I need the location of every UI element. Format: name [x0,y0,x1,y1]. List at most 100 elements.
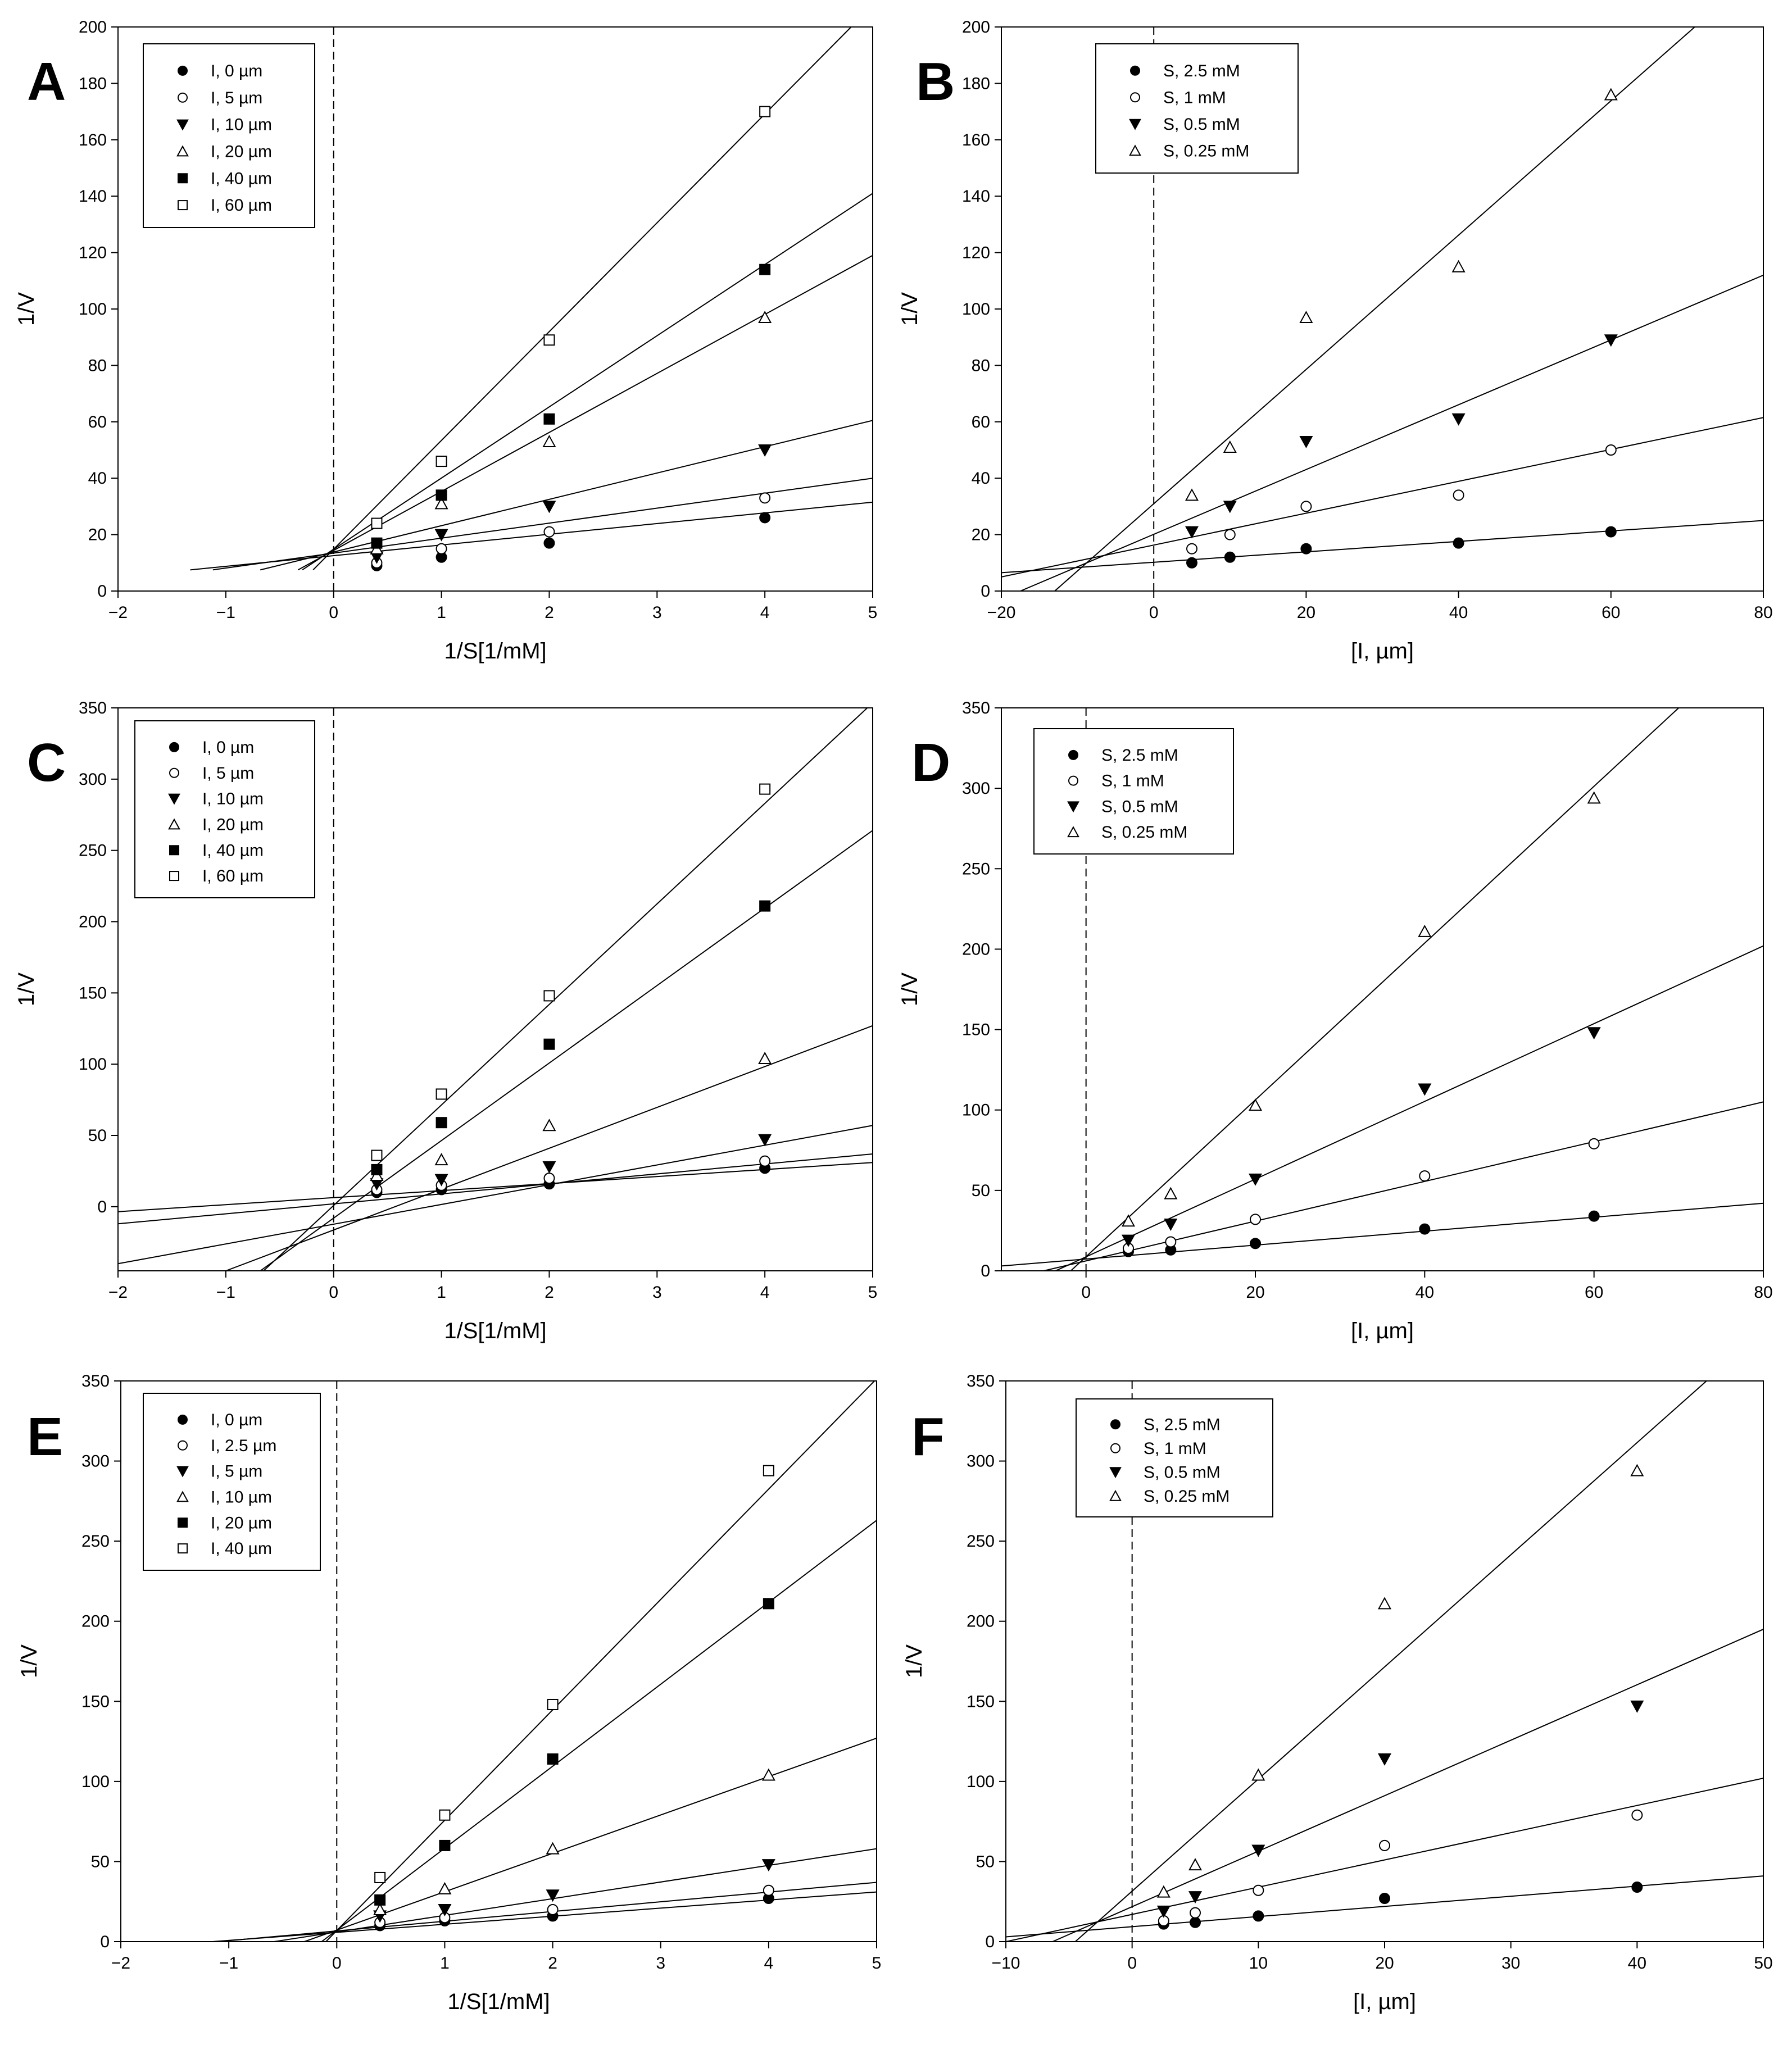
legend-box [1095,43,1299,174]
data-point [1379,1893,1390,1905]
fit-line [225,1025,873,1271]
x-tick-label: 30 [1501,1954,1520,1973]
fit-line [312,27,852,571]
legend-marker [178,1543,188,1554]
x-axis-title: [I, µm] [1351,1319,1414,1343]
data-point [1451,413,1466,426]
data-point [1185,526,1199,539]
legend-entry: I, 20 µm [211,1514,272,1532]
x-tick-label: 4 [764,1954,774,1973]
data-point [759,512,771,524]
legend-marker [178,1440,188,1451]
data-point [543,990,555,1002]
y-tick-label: 150 [81,1692,110,1711]
legend-marker [1110,1443,1120,1453]
data-point [371,1164,383,1175]
legend-marker [178,1517,188,1528]
legend-entry: I, 20 µm [211,142,272,161]
data-point [1190,1916,1201,1928]
x-tick-label: 1 [440,1954,450,1973]
data-point [1379,1839,1390,1851]
x-tick-label: 80 [1754,1283,1772,1302]
x-tick-label: 0 [329,1283,338,1302]
y-tick-label: 50 [91,1852,110,1871]
x-tick-label: 1 [437,603,446,622]
data-point [1223,501,1237,514]
data-point [1453,537,1464,549]
fit-line [263,708,868,1271]
y-tick-label: 120 [79,244,107,262]
data-point [542,1161,556,1174]
x-tick-label: 40 [1628,1954,1646,1973]
x-tick-label: 40 [1416,1283,1434,1302]
y-tick-label: 300 [967,1452,995,1471]
y-axis-title: 1/V [897,973,922,1006]
y-tick-label: 300 [81,1452,110,1471]
legend: S, 2.5 mM S, 1 mM S, 0.5 mM S, 0.25 mM [1076,1398,1273,1517]
legend-marker [178,173,188,184]
fit-line [1044,1101,1763,1271]
data-point [435,543,447,555]
data-point [434,1174,448,1187]
legend-box [1033,728,1234,855]
data-point [1253,1910,1264,1922]
data-point [1299,311,1313,324]
x-tick-label: 3 [656,1954,665,1973]
data-point [1605,444,1617,456]
data-point [547,1903,559,1915]
y-tick-label: 0 [97,582,107,601]
legend-entry: I, 40 µm [211,169,272,188]
legend-entry: I, 60 µm [211,196,272,215]
y-tick-label: 0 [985,1933,995,1951]
legend-marker [1130,65,1140,76]
fit-line [1070,708,1680,1271]
fit-line [321,1520,877,1942]
plot-area [1001,27,1763,591]
fit-line [302,193,873,571]
y-tick-label: 250 [967,1532,995,1551]
data-point [371,537,383,549]
y-tick-label: 200 [962,940,990,958]
legend-marker [1067,826,1079,838]
x-axis-title: 1/S[1/mM] [444,1319,546,1343]
panel-letter: B [916,52,955,112]
legend-marker [176,119,189,131]
x-tick-label: −20 [987,603,1016,622]
y-tick-label: 40 [972,469,990,488]
y-tick-label: 160 [79,131,107,149]
data-point [435,456,447,467]
data-point [763,1884,774,1896]
data-point [758,1134,772,1147]
x-tick-label: 60 [1602,603,1620,622]
data-point [1251,1844,1265,1857]
legend-entry: S, 0.25 mM [1144,1487,1230,1506]
x-tick-label: −1 [216,1283,235,1302]
x-tick-label: 4 [760,1283,770,1302]
fit-line [274,1848,877,1942]
panel-f: −10 0 10 20 30 40 50 0 50 100 150 200 250 300 350 [I, µ… [902,1372,1773,2014]
x-tick-label: 20 [1246,1283,1264,1302]
y-tick-label: 80 [88,356,107,375]
y-tick-label: 60 [972,413,990,431]
panel-a: −2 −1 0 1 2 3 4 5 0 20 40 60 80 100 120 140 160 180 200 1/S… [14,18,877,664]
x-tick-label: 0 [329,603,338,622]
data-point [1250,1238,1261,1249]
panel-letter: C [27,733,66,793]
x-tick-label: −1 [219,1954,238,1973]
legend-marker [1067,801,1079,813]
data-point [1186,543,1197,555]
data-point [435,489,447,501]
data-point [1587,791,1601,804]
fit-line [1055,945,1763,1271]
legend-marker [1068,749,1078,760]
data-point [1419,1223,1431,1235]
data-point [373,1902,387,1915]
data-point [1604,88,1618,101]
x-tick-label: 2 [548,1954,557,1973]
legend-marker [1129,119,1141,130]
data-point [1453,489,1464,501]
y-tick-label: 160 [962,131,990,149]
data-point [761,1768,775,1781]
data-point [1419,1170,1431,1182]
y-tick-label: 200 [79,913,107,931]
